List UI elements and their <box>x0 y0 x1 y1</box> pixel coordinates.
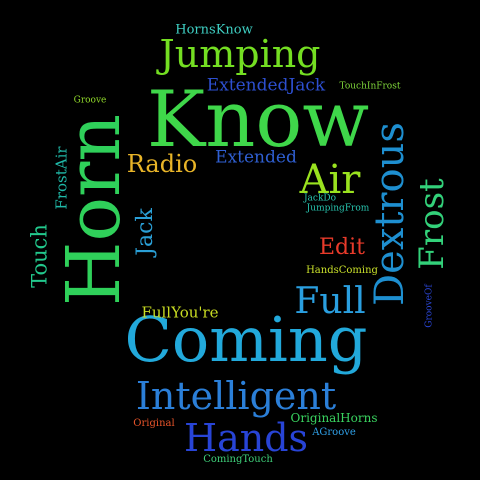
word-touchinfrost: TouchInFrost <box>339 81 401 92</box>
word-handscoming: HandsComing <box>306 265 378 276</box>
word-coming: Coming <box>124 303 368 376</box>
word-jack: Jack <box>133 208 158 256</box>
word-originalhorns: OriginalHorns <box>290 411 378 425</box>
word-jumping: Jumping <box>159 32 321 76</box>
word-jumpingfrom: JumpingFrom <box>306 203 370 214</box>
word-comingtouch: ComingTouch <box>203 454 273 465</box>
word-dextrous: Dextrous <box>367 122 413 306</box>
word-extended: Extended <box>215 147 297 168</box>
word-touch: Touch <box>27 224 52 288</box>
word-air: Air <box>299 157 361 203</box>
word-extendedjack: ExtendedJack <box>206 75 326 96</box>
word-radio: Radio <box>126 150 198 178</box>
word-groove: Groove <box>73 95 107 106</box>
word-intelligent: Intelligent <box>135 374 337 418</box>
word-fullyoure: FullYou're <box>141 303 219 322</box>
word-hands: Hands <box>183 416 309 460</box>
word-jackdo: JackDo <box>303 193 337 204</box>
word-horn: Horn <box>51 113 137 307</box>
word-hornsknow: HornsKnow <box>175 22 253 38</box>
word-grooveof: GrooveOf <box>424 284 435 328</box>
word-frost: Frost <box>412 178 452 270</box>
word-agroove: AGroove <box>312 427 356 438</box>
word-know: Know <box>146 75 370 165</box>
word-frostair: FrostAir <box>52 146 71 210</box>
word-original: Original <box>133 418 175 429</box>
word-full: Full <box>294 281 366 322</box>
word-edit: Edit <box>318 235 366 260</box>
